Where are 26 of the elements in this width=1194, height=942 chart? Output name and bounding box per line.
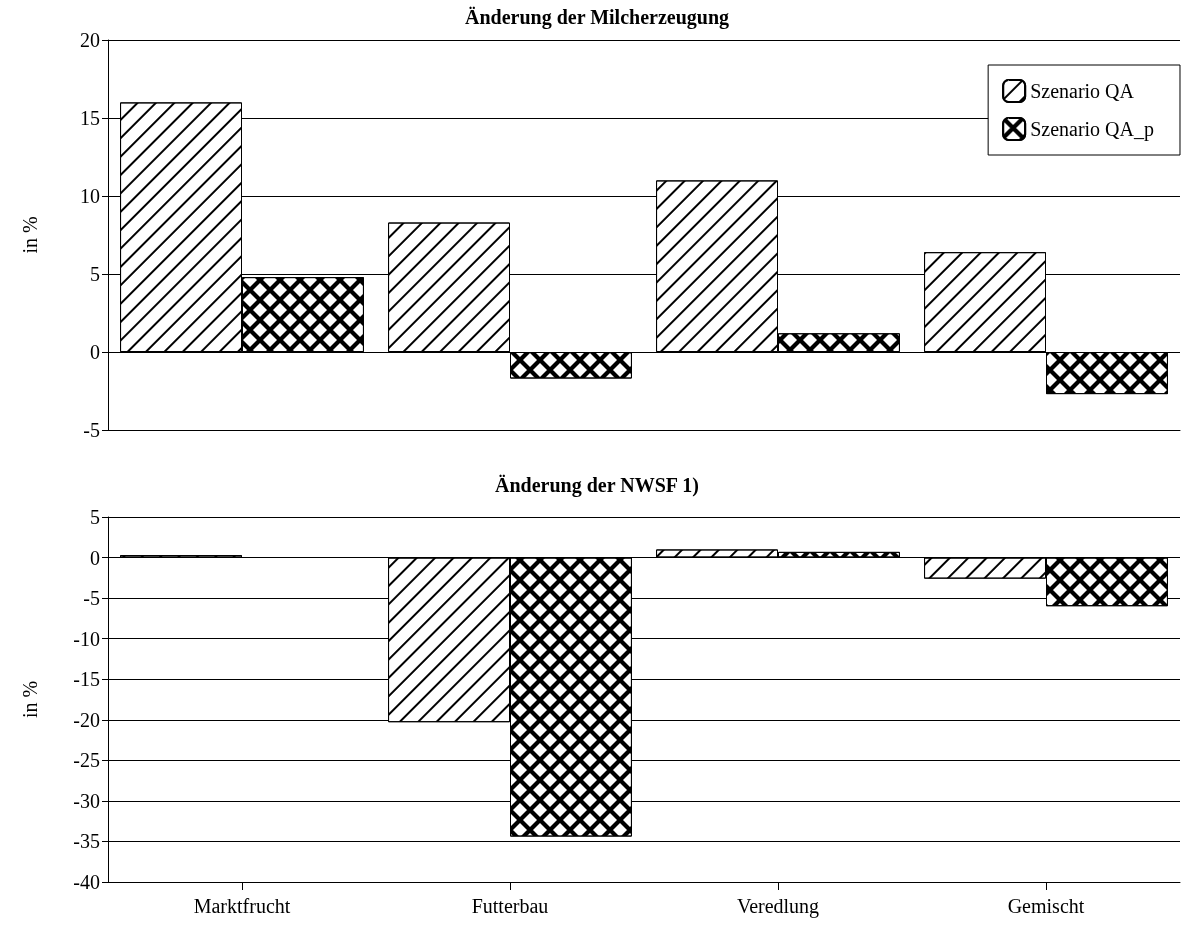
y-tick-label: -25 xyxy=(73,749,100,772)
y-tick-label: 5 xyxy=(90,263,100,285)
y-axis-title: in % xyxy=(19,680,41,719)
y-tick-label: 15 xyxy=(80,107,100,129)
y-tick-label: -35 xyxy=(73,830,100,853)
y-tick-label: 0 xyxy=(90,546,100,569)
x-tick-label: Veredlung xyxy=(736,895,820,918)
y-tick-label: -5 xyxy=(83,587,100,610)
y-tick-label: 0 xyxy=(90,341,100,363)
y-tick-label: -30 xyxy=(73,789,100,812)
x-tick-label: Futterbau xyxy=(471,895,549,917)
y-tick-label: -15 xyxy=(73,668,100,691)
y-tick-label: 5 xyxy=(90,506,100,528)
x-tick-label: Marktfrucht xyxy=(193,895,291,917)
y-tick-label: -20 xyxy=(73,708,100,731)
y-tick-label: 10 xyxy=(80,185,100,207)
y-tick-label: -10 xyxy=(73,627,100,650)
y-tick-label: -5 xyxy=(83,419,100,441)
y-tick-label: 20 xyxy=(80,29,100,51)
x-tick-label: Gemischt xyxy=(1007,895,1085,917)
legend-label: Szenario QA xyxy=(1030,80,1135,102)
chart-title: Änderung der Milcherzeugung xyxy=(464,6,730,29)
y-axis-title: in % xyxy=(19,216,41,254)
chart-title: Änderung der NWSF 1) xyxy=(495,474,699,497)
y-tick-label: -40 xyxy=(73,871,100,893)
legend-label: Szenario QA_p xyxy=(1030,118,1154,141)
